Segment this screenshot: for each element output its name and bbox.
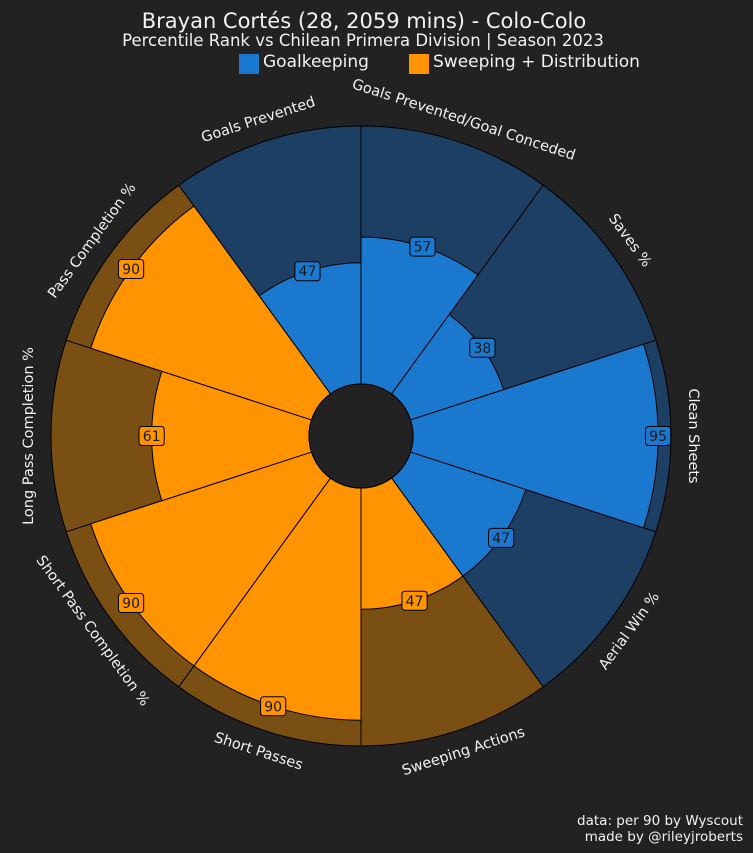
value-label-box [117,593,145,614]
value-wedges [90,205,659,721]
value-label-text: 90 [264,699,282,715]
chart-subtitle: Percentile Rank vs Chilean Primera Divis… [122,31,604,50]
value-label-sweeping-actions: 47 [401,590,428,611]
value-label-text: 47 [299,264,317,280]
value-label-clean-sheets: 95 [645,426,672,446]
value-label-box [488,527,515,548]
value-label-pass-completion: 90 [117,258,145,279]
value-label-text: 47 [406,594,424,610]
chart-title: Brayan Cortés (28, 2059 mins) - Colo-Col… [142,9,587,33]
value-label-text: 95 [649,429,667,445]
value-label-goals-prevented: 47 [294,261,321,282]
value-label-text: 57 [414,240,432,256]
credit-data-source: data: per 90 by Wyscout [577,813,743,829]
legend-swatch-sweeping-distribution [409,54,429,74]
value-label-box [138,426,165,446]
value-label-goals-prevented-goal-conceded: 57 [409,236,436,257]
value-label-text: 61 [143,429,161,445]
value-label-text: 90 [122,596,140,612]
value-label-text: 90 [122,262,140,278]
value-label-box [117,258,145,279]
category-label-long-pass-completion: Long Pass Completion % [21,347,37,525]
value-label-box [645,426,672,446]
category-label-clean-sheets: Clean Sheets [685,388,701,483]
value-label-aerial-win: 47 [488,527,515,548]
value-label-text: 47 [492,531,510,547]
legend: Goalkeeping Sweeping + Distribution [239,52,640,74]
legend-label-sweeping-distribution: Sweeping + Distribution [433,52,640,72]
legend-swatch-goalkeeping [239,54,259,74]
value-label-box [260,696,287,717]
value-labels: 47 57 38 95 47 47 90 90 61 90 [117,236,672,717]
value-label-box [401,590,428,611]
value-label-long-pass-completion: 61 [138,426,165,446]
credit-author: made by @rileyjroberts [585,829,743,845]
value-label-box [294,261,321,282]
value-label-text: 38 [473,341,491,357]
value-label-box [409,236,436,257]
value-label-saves: 38 [469,337,496,358]
value-label-short-pass-completion: 90 [117,593,145,614]
value-label-short-passes: 90 [260,696,287,717]
legend-label-goalkeeping: Goalkeeping [263,52,369,72]
value-label-box [469,337,496,358]
center-hole [308,383,414,489]
